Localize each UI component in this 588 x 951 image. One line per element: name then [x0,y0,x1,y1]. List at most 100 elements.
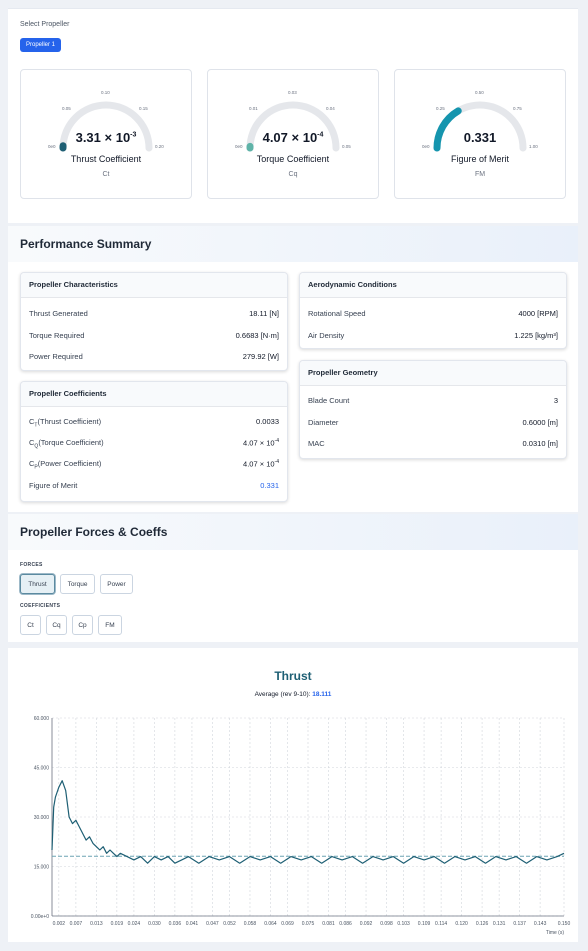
thrust-button[interactable]: Thrust [20,574,55,594]
figure-of-merit-gauge: 0e0 0.25 0.50 0.75 1.00 0.331 Figure of … [394,69,566,199]
gauge-tick: 0e0 [422,144,430,149]
propeller-characteristics-card: Propeller Characteristics Thrust Generat… [20,272,288,371]
info-row: Torque Required 0.6683 [N·m] [29,331,279,340]
ct-button[interactable]: Ct [20,615,41,635]
gauge-tick: 0e0 [48,144,56,149]
select-propeller-label: Select Propeller [20,21,70,28]
info-row: Rotational Speed 4000 [RPM] [308,309,558,318]
x-tick-label: 0.092 [360,921,373,927]
gauge-name: Figure of Merit [450,154,510,164]
gauge-symbol: Cq [288,171,298,178]
x-tick-label: 0.086 [339,921,352,927]
fm-button[interactable]: FM [98,615,122,635]
torque-coefficient-gauge: 0e0 0.01 0.03 0.04 0.05 4.07 × 10-4 Torq… [207,69,379,199]
propeller-1-button[interactable]: Propeller 1 [20,38,61,52]
gauge-tick: 0.50 [475,90,484,95]
gauge-name: Thrust Coefficient [70,154,142,164]
x-tick-label: 0.131 [493,921,506,927]
thrust-coefficient-gauge: 0e0 0.05 0.10 0.15 0.20 3.31 × 10-3 Thru… [20,69,192,199]
card-title: Propeller Coefficients [21,382,287,407]
info-row: CQ(Torque Coefficient) 4.07 × 10-4 [29,438,279,450]
forces-coeffs-controls: FORCES Thrust Torque Power COEFFICIENTS … [8,550,578,642]
x-tick-label: 0.075 [302,921,315,927]
info-row: MAC 0.0310 [m] [308,439,558,448]
x-tick-label: 0.137 [513,921,526,927]
chart-title: Thrust [274,669,311,683]
propeller-selector-section: Select Propeller Propeller 1 0e0 0.05 0.… [8,8,578,223]
gauge-arc [246,101,340,152]
performance-summary-section: Propeller Characteristics Thrust Generat… [8,262,578,512]
gauge-tick: 0.25 [436,106,445,111]
power-button[interactable]: Power [100,574,133,594]
section-title: Performance Summary [20,237,152,251]
gauge-arc [433,101,527,152]
gauge-tick: 0.10 [101,90,110,95]
gauge-arc [59,101,153,152]
info-row: Air Density 1.225 [kg/m³] [308,331,558,340]
x-tick-label: 0.064 [264,921,277,927]
x-tick-label: 0.052 [223,921,236,927]
propeller-geometry-card: Propeller Geometry Blade Count 3 Diameter… [299,360,567,459]
x-axis-label: Time (s) [546,930,564,936]
x-tick-label: 0.103 [397,921,410,927]
y-tick-label: 30.000 [34,815,50,821]
gauge-tick: 0e0 [235,144,243,149]
gauge-tick: 0.05 [342,144,351,149]
cp-button[interactable]: Cp [72,615,93,635]
gauge-symbol: Ct [102,171,110,178]
x-tick-label: 0.058 [244,921,257,927]
thrust-series-line [51,780,565,864]
x-tick-label: 0.069 [281,921,294,927]
x-tick-label: 0.120 [455,921,468,927]
x-tick-label: 0.109 [418,921,431,927]
x-tick-label: 0.013 [90,921,103,927]
gauge-value: 3.31 × 10-3 [75,130,137,145]
y-tick-label: 15.000 [34,865,50,871]
section-title: Propeller Forces & Coeffs [20,525,168,539]
performance-summary-header: Performance Summary [8,226,578,262]
info-row: Diameter 0.6000 [m] [308,418,558,427]
gauge-tick: 0.05 [62,106,71,111]
gauge-value: 0.331 [463,130,497,145]
y-tick-label: 60.000 [34,716,50,722]
gauge-tick: 0.04 [326,106,335,111]
card-title: Propeller Characteristics [21,273,287,298]
x-tick-label: 0.030 [148,921,161,927]
x-tick-label: 0.007 [70,921,83,927]
cq-button[interactable]: Cq [46,615,67,635]
info-row: Power Required 279.92 [W] [29,352,279,361]
x-tick-label: 0.002 [53,921,66,927]
y-tick-label: 45.000 [34,766,50,772]
thrust-chart-panel: Thrust Average (rev 9-10): 18.111 0.002 0.0… [8,648,578,942]
gauge-tick: 0.01 [249,106,258,111]
info-row: CP(Power Coefficient) 4.07 × 10-4 [29,459,279,471]
gauge-tick: 0.75 [513,106,522,111]
x-tick-label: 0.024 [128,921,141,927]
gauge-value: 4.07 × 10-4 [262,130,324,145]
coefficients-label: COEFFICIENTS [20,603,61,609]
x-tick-label: 0.036 [169,921,182,927]
card-title: Propeller Geometry [300,361,566,386]
gauge-tick: 0.15 [139,106,148,111]
gauge-tick: 0.20 [155,144,164,149]
y-tick-label: 0.00e+0 [31,914,49,920]
x-tick-label: 0.126 [476,921,489,927]
x-tick-label: 0.150 [558,921,571,927]
gauge-tick: 0.03 [288,90,297,95]
info-row: Blade Count 3 [308,396,558,405]
chart-subtitle: Average (rev 9-10): 18.111 [255,691,332,698]
info-row: CT(Thrust Coefficient) 0.0033 [29,417,279,429]
info-row: Figure of Merit 0.331 [29,481,279,490]
thrust-chart: Thrust Average (rev 9-10): 18.111 0.002 0.0… [31,669,571,936]
x-tick-label: 0.114 [435,921,447,927]
info-row: Thrust Generated 18.11 [N] [29,309,279,318]
propeller-coefficients-card: Propeller Coefficients CT(Thrust Coeffic… [20,381,288,502]
gauge-tick: 1.00 [529,144,538,149]
x-tick-label: 0.019 [111,921,124,927]
x-tick-label: 0.047 [206,921,219,927]
x-tick-label: 0.143 [534,921,547,927]
gauge-symbol: FM [474,171,486,178]
torque-button[interactable]: Torque [60,574,95,594]
aerodynamic-conditions-card: Aerodynamic Conditions Rotational Speed 4… [299,272,567,349]
x-tick-label: 0.081 [322,921,335,927]
